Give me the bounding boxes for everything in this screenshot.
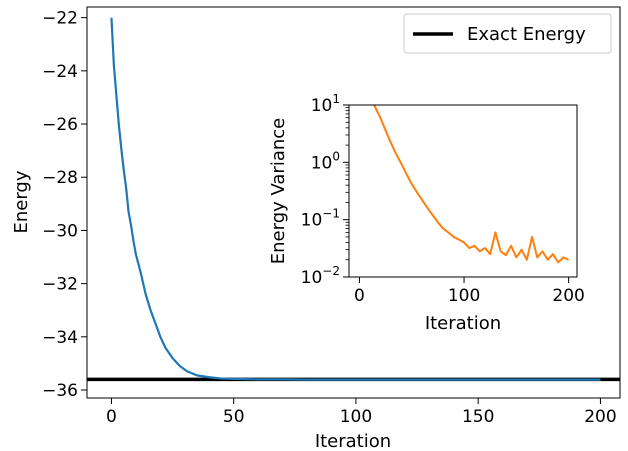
main-y-tick-label: −36 [42, 381, 78, 401]
legend: Exact Energy [403, 13, 612, 54]
main-x-axis-label: Iteration [315, 431, 391, 451]
inset-y-tick-label: 10−2 [301, 264, 340, 288]
inset-y-ticks: 10−2 10−1 100 101 [301, 92, 349, 288]
inset-y-tick-label: 100 [311, 149, 340, 173]
inset-series [373, 104, 570, 264]
main-x-tick-label: 0 [106, 407, 117, 427]
legend-label-exact-energy: Exact Energy [467, 24, 586, 45]
inset-y-axis-label: Energy Variance [268, 118, 289, 265]
inset-y-tick-label: 10−1 [301, 207, 340, 231]
inset-plot-frame [348, 104, 578, 278]
main-series [87, 17, 620, 382]
inset-y-tick-label: 101 [311, 92, 340, 116]
main-x-tick-label: 50 [223, 407, 245, 427]
main-x-tick-label: 200 [584, 407, 616, 427]
main-y-tick-label: −28 [42, 168, 78, 188]
main-y-tick-label: −30 [42, 221, 78, 241]
main-plot-frame [86, 6, 621, 399]
main-x-tick-label: 150 [462, 407, 494, 427]
main-y-tick-label: −34 [42, 328, 78, 348]
main-y-ticks: −22 −24 −26 −28 −30 −32 −34 −36 [42, 9, 87, 401]
inset-x-ticks: 0 100 200 [354, 277, 585, 306]
main-y-tick-label: −32 [42, 275, 78, 295]
inset-x-tick-label: 100 [448, 286, 480, 306]
variance-series-line [373, 104, 570, 264]
energy-series-line [110, 17, 601, 381]
legend-box [403, 13, 612, 54]
main-x-tick-label: 100 [340, 407, 372, 427]
inset-axes: 0 100 200 10−2 10−1 100 101 Iteration Energy … [268, 92, 585, 334]
main-y-tick-label: −22 [42, 9, 78, 29]
main-x-ticks: 0 50 100 150 200 [106, 398, 617, 427]
main-y-tick-label: −24 [42, 62, 78, 82]
inset-x-axis-label: Iteration [425, 313, 501, 334]
inset-x-tick-label: 0 [354, 286, 365, 306]
inset-x-tick-label: 200 [552, 286, 584, 306]
main-y-axis-label: Energy [11, 170, 32, 233]
main-y-tick-label: −26 [42, 115, 78, 135]
main-axes: 0 50 100 150 200 −22 −24 −26 −28 −30 −32 −34 −36 It… [11, 6, 621, 451]
